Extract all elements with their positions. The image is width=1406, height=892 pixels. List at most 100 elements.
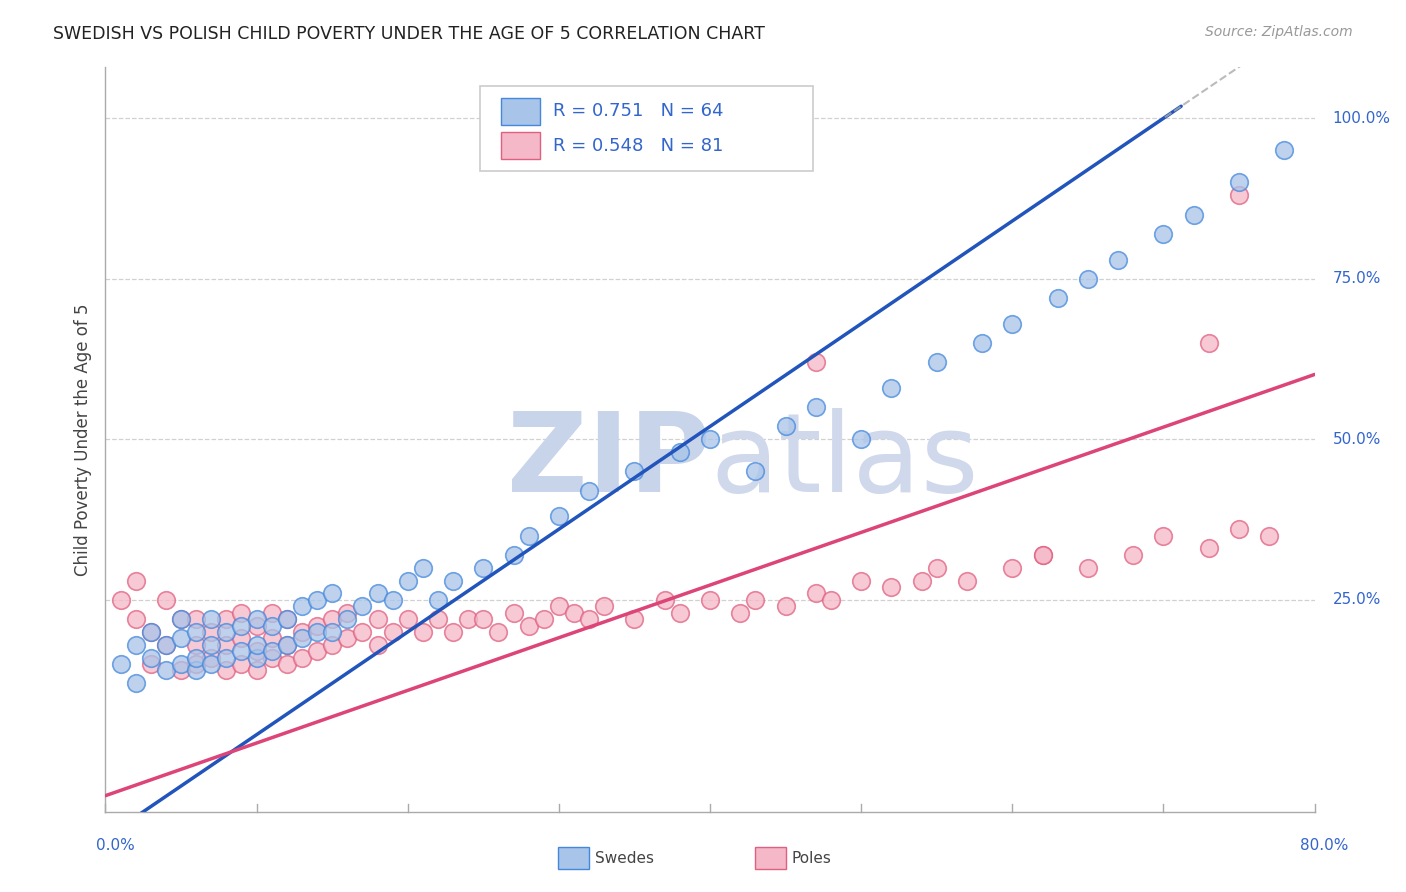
Point: [381, 624, 404, 639]
Point: [110, 657, 132, 671]
Point: [1046, 291, 1069, 305]
Point: [1122, 548, 1144, 562]
Point: [200, 612, 222, 626]
Point: [1032, 548, 1054, 562]
Point: [307, 624, 329, 639]
Point: [186, 657, 208, 671]
Point: [215, 624, 238, 639]
Point: [396, 612, 419, 626]
Point: [1227, 188, 1250, 202]
Point: [427, 612, 450, 626]
Point: [1077, 272, 1099, 286]
Point: [170, 632, 193, 646]
Point: [260, 644, 283, 658]
Point: [307, 644, 329, 658]
Point: [155, 638, 177, 652]
Point: [533, 612, 555, 626]
Point: [1107, 252, 1129, 267]
Point: [170, 612, 193, 626]
Text: 50.0%: 50.0%: [1333, 432, 1381, 447]
Point: [200, 650, 222, 665]
Point: [246, 664, 269, 678]
Point: [231, 657, 253, 671]
Point: [472, 612, 495, 626]
Point: [1274, 144, 1296, 158]
Point: [186, 664, 208, 678]
Point: [352, 599, 374, 614]
Point: [110, 592, 132, 607]
Point: [804, 401, 827, 415]
Point: [124, 638, 148, 652]
Point: [1001, 317, 1024, 331]
Point: [623, 612, 645, 626]
Bar: [501, 98, 540, 125]
Point: [291, 599, 314, 614]
Point: [366, 586, 388, 600]
Point: [502, 548, 524, 562]
Point: [654, 592, 676, 607]
Point: [170, 664, 193, 678]
Y-axis label: Child Poverty Under the Age of 5: Child Poverty Under the Age of 5: [73, 303, 91, 575]
Point: [744, 592, 766, 607]
Text: 75.0%: 75.0%: [1333, 271, 1381, 286]
Point: [488, 624, 510, 639]
Point: [804, 355, 827, 369]
Point: [215, 650, 238, 665]
Point: [457, 612, 479, 626]
Point: [186, 612, 208, 626]
Point: [880, 381, 903, 395]
Point: [276, 612, 298, 626]
Point: [231, 606, 253, 620]
Point: [276, 612, 298, 626]
Point: [231, 632, 253, 646]
Text: ZIP: ZIP: [506, 409, 710, 516]
Point: [427, 592, 450, 607]
Point: [336, 632, 359, 646]
Point: [155, 638, 177, 652]
Point: [276, 638, 298, 652]
Point: [321, 638, 343, 652]
Point: [880, 580, 903, 594]
Text: 25.0%: 25.0%: [1333, 592, 1381, 607]
Point: [472, 560, 495, 574]
Point: [669, 445, 692, 459]
Point: [441, 624, 464, 639]
Bar: [501, 132, 540, 159]
Text: Swedes: Swedes: [595, 851, 654, 865]
Point: [1001, 560, 1024, 574]
Point: [578, 483, 600, 498]
Point: [502, 606, 524, 620]
Point: [215, 664, 238, 678]
Point: [200, 657, 222, 671]
Point: [366, 612, 388, 626]
Point: [246, 618, 269, 632]
Point: [186, 650, 208, 665]
Point: [849, 574, 872, 588]
Point: [730, 606, 752, 620]
Point: [517, 618, 540, 632]
Point: [352, 624, 374, 639]
Point: [412, 624, 434, 639]
Point: [124, 612, 148, 626]
Text: R = 0.751   N = 64: R = 0.751 N = 64: [553, 103, 723, 120]
Point: [336, 606, 359, 620]
Point: [396, 574, 419, 588]
Text: Poles: Poles: [792, 851, 831, 865]
Point: [1258, 528, 1281, 542]
Point: [260, 632, 283, 646]
Point: [366, 638, 388, 652]
Point: [775, 599, 797, 614]
Point: [215, 638, 238, 652]
Text: atlas: atlas: [710, 409, 979, 516]
Point: [1227, 522, 1250, 536]
Point: [307, 618, 329, 632]
Point: [548, 509, 571, 524]
Point: [231, 644, 253, 658]
Point: [412, 560, 434, 574]
Point: [260, 606, 283, 620]
Point: [155, 664, 177, 678]
Point: [517, 528, 540, 542]
Point: [321, 624, 343, 639]
Point: [139, 624, 162, 639]
Point: [1198, 336, 1220, 351]
